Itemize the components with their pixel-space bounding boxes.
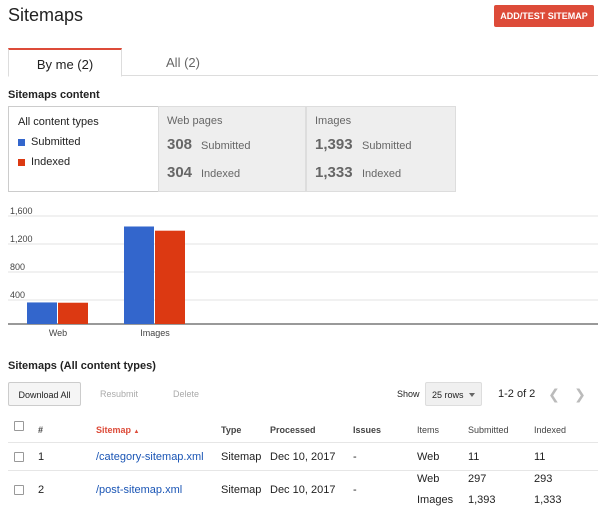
column-header-processed[interactable]: Processed [270,425,316,435]
previous-page-icon[interactable]: ❮ [548,386,560,402]
column-header-sitemap[interactable]: Sitemap ▲ [96,425,139,435]
images-label: Images [315,115,352,127]
y-tick-label: 800 [10,262,26,272]
row-item-web: Web [417,451,440,463]
images-indexed-count: 1,333 [315,164,353,181]
web-submitted-count: 308 [167,136,193,153]
select-all-checkbox[interactable] [14,421,24,431]
bar-web-indexed[interactable] [58,302,88,324]
y-tick-label: 400 [10,290,26,300]
column-header-issues[interactable]: Issues [353,425,382,435]
row-type: Sitemap [221,451,262,463]
rows-per-page-select[interactable]: 25 rows [425,382,482,406]
download-all-button[interactable]: Download All [8,382,81,406]
images-submitted-label: Submitted [362,140,412,152]
sitemap-link[interactable]: /category-sitemap.xml [96,451,204,463]
web-submitted-label: Submitted [201,140,251,152]
x-tick-label: Web [48,328,68,338]
web-indexed-count: 304 [167,164,193,181]
row-submitted-web: 11 [468,451,480,463]
row-processed: Dec 10, 2017 [270,451,336,463]
web-indexed-label: Indexed [201,168,241,180]
submitted-legend-label: Submitted [31,136,81,148]
sitemaps-table-title: Sitemaps (All content types) [8,360,156,372]
bar-images-indexed[interactable] [155,230,185,324]
chevron-down-icon [469,393,475,397]
row-indexed-web: 293 [534,473,553,485]
row-number: 1 [38,451,45,463]
row-submitted-web: 297 [468,473,487,485]
x-tick-label: Images [140,328,170,338]
pagination-text: 1-2 of 2 [498,388,536,400]
row-issues: - [353,451,357,463]
resubmit-button[interactable]: Resubmit [99,389,138,399]
bar-images-submitted[interactable] [124,226,154,324]
row-type: Sitemap [221,484,262,496]
column-header-items: Items [417,425,440,435]
column-header-indexed: Indexed [534,425,567,435]
submitted-legend-swatch [18,139,25,146]
row-item-images: Images [417,494,454,506]
row-indexed-web: 11 [534,451,546,463]
sitemaps-chart: 1,600 1,200 800 400 Web Images [8,206,598,342]
all-content-types-panel[interactable]: All content types Submitted Indexed [8,106,158,192]
row-item-web: Web [417,473,440,485]
show-label: Show [397,389,420,399]
indexed-legend-label: Indexed [31,156,71,168]
sort-ascending-icon: ▲ [133,429,140,435]
bar-web-submitted[interactable] [27,302,57,324]
images-submitted-count: 1,393 [315,136,353,153]
tab-all[interactable]: All (2) [166,55,200,70]
chart-canvas [8,215,598,325]
rows-per-page-value: 25 rows [432,390,464,400]
sitemap-link[interactable]: /post-sitemap.xml [96,484,183,496]
all-content-types-label: All content types [18,116,99,128]
row-number: 2 [38,484,45,496]
images-indexed-label: Indexed [362,168,402,180]
table-header-divider [8,442,598,443]
row-submitted-images: 1,393 [468,494,496,506]
row-issues: - [353,484,357,496]
sitemaps-content-title: Sitemaps content [8,89,100,101]
column-header-type[interactable]: Type [221,425,242,435]
y-tick-label: 1,200 [10,234,33,244]
sitemap-header-label: Sitemap [96,425,132,435]
tab-bar: By me (2) All (2) [8,48,598,77]
y-tick-label: 1,600 [10,206,33,216]
delete-button[interactable]: Delete [172,389,199,399]
page-title: Sitemaps [8,5,84,25]
column-header-number: # [38,425,44,435]
row-checkbox[interactable] [14,485,24,495]
images-panel[interactable]: Images 1,393 Submitted 1,333 Indexed [306,106,456,192]
indexed-legend-swatch [18,159,25,166]
row-checkbox[interactable] [14,452,24,462]
column-header-submitted: Submitted [468,425,509,435]
web-pages-panel[interactable]: Web pages 308 Submitted 304 Indexed [158,106,306,192]
row-processed: Dec 10, 2017 [270,484,336,496]
next-page-icon[interactable]: ❯ [574,386,586,402]
web-pages-label: Web pages [167,115,223,127]
row-indexed-images: 1,333 [534,494,562,506]
add-test-sitemap-button[interactable]: ADD/TEST SITEMAP [494,5,594,27]
row-divider [8,470,598,471]
tab-by-me[interactable]: By me (2) [8,48,122,77]
